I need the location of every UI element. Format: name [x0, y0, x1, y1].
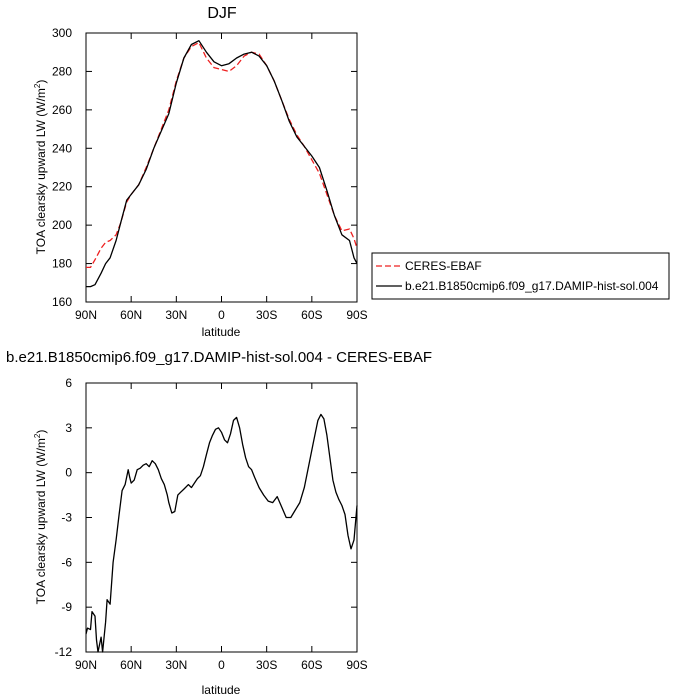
chart1-y-axis-label: TOA clearsky upward LW (W/m2) [33, 80, 48, 255]
chart1-x-tick-label: 60S [301, 308, 322, 322]
chart2-plot-frame [85, 382, 358, 653]
chart1-y-tick-label: 220 [52, 180, 72, 194]
chart1-x-tick-label: 90N [75, 308, 97, 322]
chart2-x-tick-label: 0 [218, 658, 225, 672]
chart1-x-tick-label: 30S [256, 308, 277, 322]
chart-difference: b.e21.B1850cmip6.f09_g17.DAMIP-hist-sol.… [6, 349, 432, 697]
chart2-x-tick-label: 60S [301, 658, 322, 672]
chart1-y-tick-label: 160 [52, 295, 72, 309]
legend-label-ceres: CERES-EBAF [405, 259, 482, 273]
chart2-series-line-0 [85, 413, 358, 653]
chart1-x-tick-label: 60N [120, 308, 142, 322]
chart2-x-tick-label: 30S [256, 658, 277, 672]
chart1-x-axis-label: latitude [202, 325, 241, 339]
chart1-y-tick-label: 180 [52, 257, 72, 271]
chart2-y-tick-label: 6 [65, 376, 72, 390]
chart1-y-tick-label: 260 [52, 103, 72, 117]
chart1-y-tick-label: 240 [52, 141, 72, 155]
chart1-series-line-1 [86, 40, 358, 288]
chart1-title: DJF [207, 5, 237, 22]
chart1-series-line-0 [86, 41, 358, 269]
legend-box [371, 252, 670, 300]
chart-djf: DJF 90N 60N 30N 0 30S 60S 90S 160 180 200 220 240 26… [33, 5, 670, 339]
chart1-x-tick-label: 90S [346, 308, 367, 322]
chart2-y-tick-label: -9 [61, 600, 72, 614]
chart1-y-tick-label: 200 [52, 218, 72, 232]
chart2-y-tick-label: -12 [55, 645, 73, 659]
chart1-ticks: 90N 60N 30N 0 30S 60S 90S 160 180 200 220 240 260 280… [52, 26, 368, 322]
legend-label-model: b.e21.B1850cmip6.f09_g17.DAMIP-hist-sol.… [405, 279, 659, 293]
chart2-y-tick-label: -3 [61, 511, 72, 525]
chart1-series-lines [86, 40, 358, 288]
chart1-y-tick-label: 300 [52, 26, 72, 40]
chart2-title: b.e21.B1850cmip6.f09_g17.DAMIP-hist-sol.… [6, 349, 432, 366]
chart2-y-axis-label: TOA clearsky upward LW (W/m2) [33, 430, 48, 605]
chart2-y-tick-label: 0 [65, 466, 72, 480]
chart2-y-tick-label: 3 [65, 421, 72, 435]
chart2-x-tick-label: 30N [165, 658, 187, 672]
chart2-y-tick-label: -6 [61, 555, 72, 569]
chart2-ticks: 90N 60N 30N 0 30S 60S 90S -12 -9 -6 -3 0 3 6 [55, 376, 368, 672]
chart2-x-tick-label: 90S [346, 658, 367, 672]
chart1-legend: CERES-EBAF b.e21.B1850cmip6.f09_g17.DAMI… [371, 252, 670, 300]
chart2-series-lines [85, 413, 358, 653]
chart2-x-tick-label: 60N [120, 658, 142, 672]
chart2-x-axis-label: latitude [202, 683, 241, 697]
chart1-x-tick-label: 0 [218, 308, 225, 322]
chart2-x-tick-label: 90N [75, 658, 97, 672]
chart1-y-tick-label: 280 [52, 64, 72, 78]
chart1-x-tick-label: 30N [165, 308, 187, 322]
